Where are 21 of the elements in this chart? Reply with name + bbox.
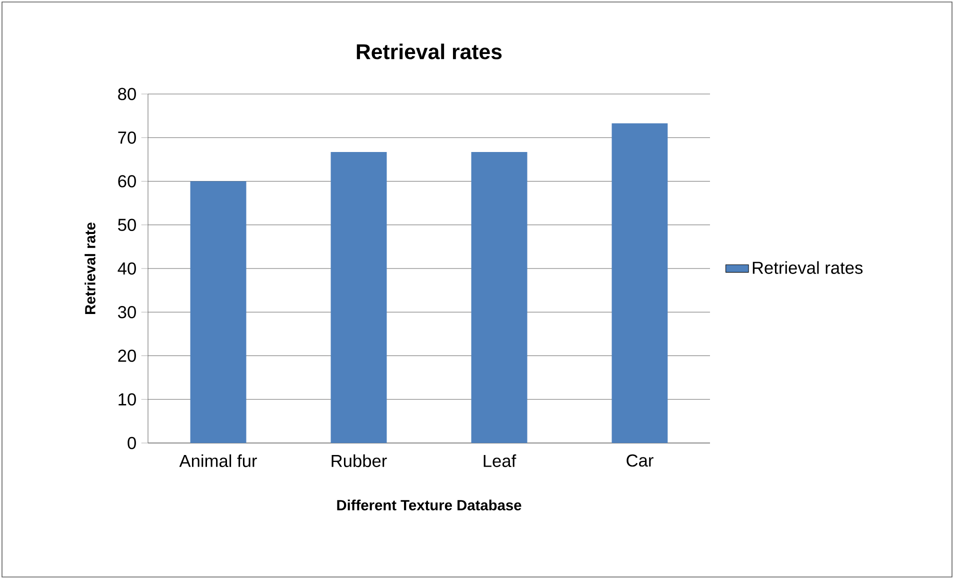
- y-tick-label: 10: [118, 393, 136, 406]
- y-tick-label: 80: [118, 88, 136, 100]
- y-tick-label: 0: [128, 436, 136, 450]
- bar: [330, 152, 387, 443]
- x-tick-label: Car: [626, 454, 654, 467]
- bar: [612, 123, 668, 443]
- bar: [190, 181, 246, 443]
- legend-label: Retrieval rates: [752, 261, 863, 274]
- y-tick-label: 70: [118, 131, 136, 144]
- x-axis-title: Different Texture Database: [337, 500, 522, 510]
- chart-title: Retrieval rates: [356, 44, 502, 60]
- y-tick-label: 60: [118, 175, 136, 188]
- y-tick-label: 20: [118, 350, 136, 362]
- bar: [471, 152, 528, 443]
- y-axis-title: Retrieval rate: [84, 222, 96, 314]
- y-tick-label: 40: [118, 262, 136, 275]
- y-tick-label: 50: [118, 218, 136, 232]
- x-tick-label: Animal fur: [179, 454, 257, 468]
- x-tick-label: Rubber: [332, 454, 387, 468]
- x-tick-label: Leaf: [484, 454, 516, 468]
- y-tick-label: 30: [118, 306, 136, 318]
